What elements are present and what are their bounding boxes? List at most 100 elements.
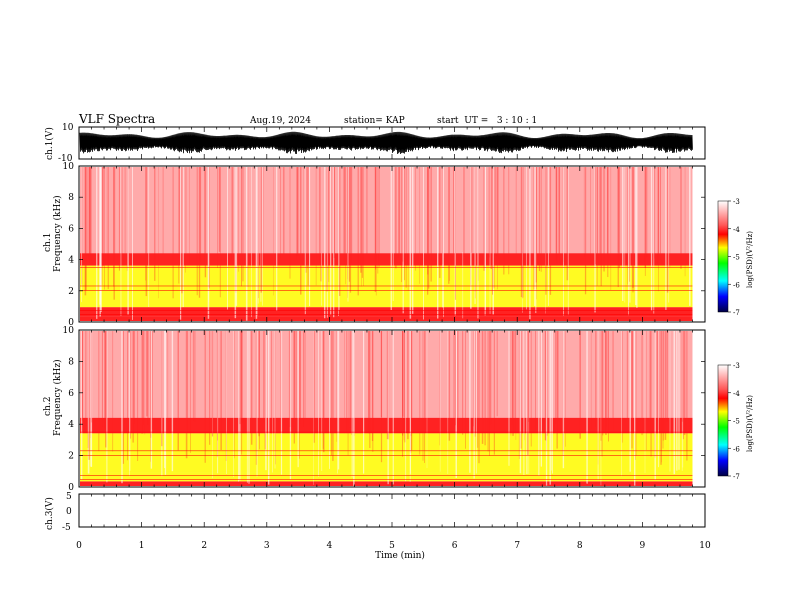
spectrogram-streak — [146, 331, 148, 417]
spectrogram-streak — [293, 331, 295, 419]
spectrogram-streak — [566, 167, 569, 281]
spectrogram-streak — [339, 167, 340, 310]
spectrogram-streak — [227, 167, 228, 310]
spectrogram-streak — [405, 167, 407, 288]
spectrogram-streak — [351, 331, 352, 435]
spectrogram-streak — [457, 331, 459, 427]
spectrogram-streak — [333, 167, 335, 318]
spectrogram-streak — [658, 167, 659, 292]
spectrogram-streak — [653, 167, 655, 314]
spectrogram-streak — [185, 331, 188, 459]
spectrogram-streak — [347, 167, 349, 302]
spectrogram-streak — [449, 167, 450, 281]
spectrogram-streak — [295, 331, 297, 419]
spectrogram-streak — [129, 331, 130, 477]
spectrogram-streak — [122, 331, 124, 464]
spectrogram-streak — [315, 167, 317, 286]
spectrogram-streak — [194, 331, 196, 423]
spectrogram-streak — [555, 167, 557, 261]
spectrogram-streak — [475, 331, 477, 474]
spectrogram-streak — [199, 167, 202, 262]
spectrogram-streak — [474, 331, 476, 437]
spectrogram-streak — [338, 167, 339, 317]
spectrogram-streak — [600, 167, 602, 287]
spectrogram-streak — [402, 331, 404, 436]
spectrogram-streak — [319, 167, 320, 264]
spectrogram-streak — [681, 331, 683, 471]
spectrogram-streak — [654, 167, 656, 259]
spectrogram-streak — [280, 167, 281, 259]
spectrogram-streak — [147, 331, 149, 425]
spectrogram-streak — [113, 167, 114, 287]
spectrogram-streak — [372, 331, 374, 452]
spectrogram-streak — [665, 167, 667, 310]
spectrogram-streak — [121, 167, 123, 262]
spectrogram-streak — [646, 167, 648, 258]
spectrogram-streak — [404, 331, 405, 418]
spectrogram-streak — [673, 331, 676, 475]
spectrogram-streak — [299, 331, 300, 459]
spectrogram-streak — [658, 331, 659, 468]
spectrogram-streak — [402, 331, 404, 417]
spectrogram-streak — [303, 331, 304, 428]
spectrogram-streak — [636, 167, 638, 308]
spectrogram-streak — [657, 167, 659, 265]
spectrogram-streak — [204, 167, 207, 278]
x-tick-label: 2 — [201, 541, 207, 551]
spectrogram-streak — [557, 331, 559, 421]
spectrogram-streak — [404, 167, 405, 281]
spectrogram-streak — [534, 167, 536, 306]
spectrogram-streak — [462, 331, 464, 435]
spectrogram-streak — [104, 331, 106, 429]
spectrogram-streak — [405, 331, 407, 482]
spectrogram-streak — [256, 167, 258, 316]
spectrogram-line — [80, 455, 693, 456]
spectrogram-streak — [337, 331, 338, 474]
spectrogram-streak — [88, 331, 90, 460]
spectrogram-line — [80, 475, 693, 476]
spectrogram-streak — [85, 167, 87, 291]
spectrogram-streak — [664, 331, 667, 440]
spectrogram-streak — [654, 331, 656, 480]
spectrogram-streak — [481, 331, 484, 444]
spectrogram-streak — [322, 331, 325, 453]
spectrogram-streak — [526, 167, 527, 310]
x-tick-label: 0 — [76, 541, 82, 551]
spectrogram-streak — [602, 331, 604, 436]
spectrogram-streak — [535, 167, 537, 283]
colorbar-tick-label: -3 — [733, 198, 740, 206]
spectrogram-streak — [307, 167, 309, 286]
spectrogram-streak — [276, 167, 278, 311]
spectrogram-streak — [268, 331, 270, 485]
spectrogram-streak — [177, 331, 179, 451]
spectrogram-streak — [369, 331, 371, 449]
spectrogram-streak — [644, 167, 647, 268]
colorbar-tick-label: -7 — [733, 309, 740, 317]
spectrogram-streak — [255, 167, 258, 319]
spectrogram-streak — [251, 167, 252, 318]
ch1-ytick-top: 10 — [62, 123, 74, 133]
spectrogram-streak — [265, 331, 267, 471]
spectrogram-streak — [463, 167, 465, 257]
spectrogram-streak — [676, 331, 678, 471]
spectrogram-streak — [88, 167, 90, 259]
spectrogram-streak — [558, 167, 560, 263]
spectrogram-streak — [600, 331, 602, 441]
x-tick-label: 9 — [640, 541, 646, 551]
spectrogram-streak — [599, 167, 601, 255]
station-label: station= KAP — [344, 116, 405, 126]
spectrogram-streak — [565, 331, 566, 447]
spectrogram-streak — [256, 331, 258, 477]
spectrogram-streak — [423, 167, 424, 320]
ch1-spectrogram-ylabel-channel: ch.1 — [43, 233, 53, 252]
colorbar-tick-label: -7 — [733, 473, 740, 481]
spectrogram-streak — [90, 331, 93, 467]
ch3-waveform-ticks — [78, 494, 706, 527]
spectrogram-streak — [339, 167, 341, 296]
spectrogram-streak — [392, 167, 394, 301]
spectrogram-streak — [350, 167, 353, 263]
spectrogram-streak — [99, 167, 101, 305]
spectrogram-streak — [519, 331, 522, 474]
spectrogram-streak — [225, 331, 227, 461]
spectrogram-streak — [684, 167, 686, 277]
